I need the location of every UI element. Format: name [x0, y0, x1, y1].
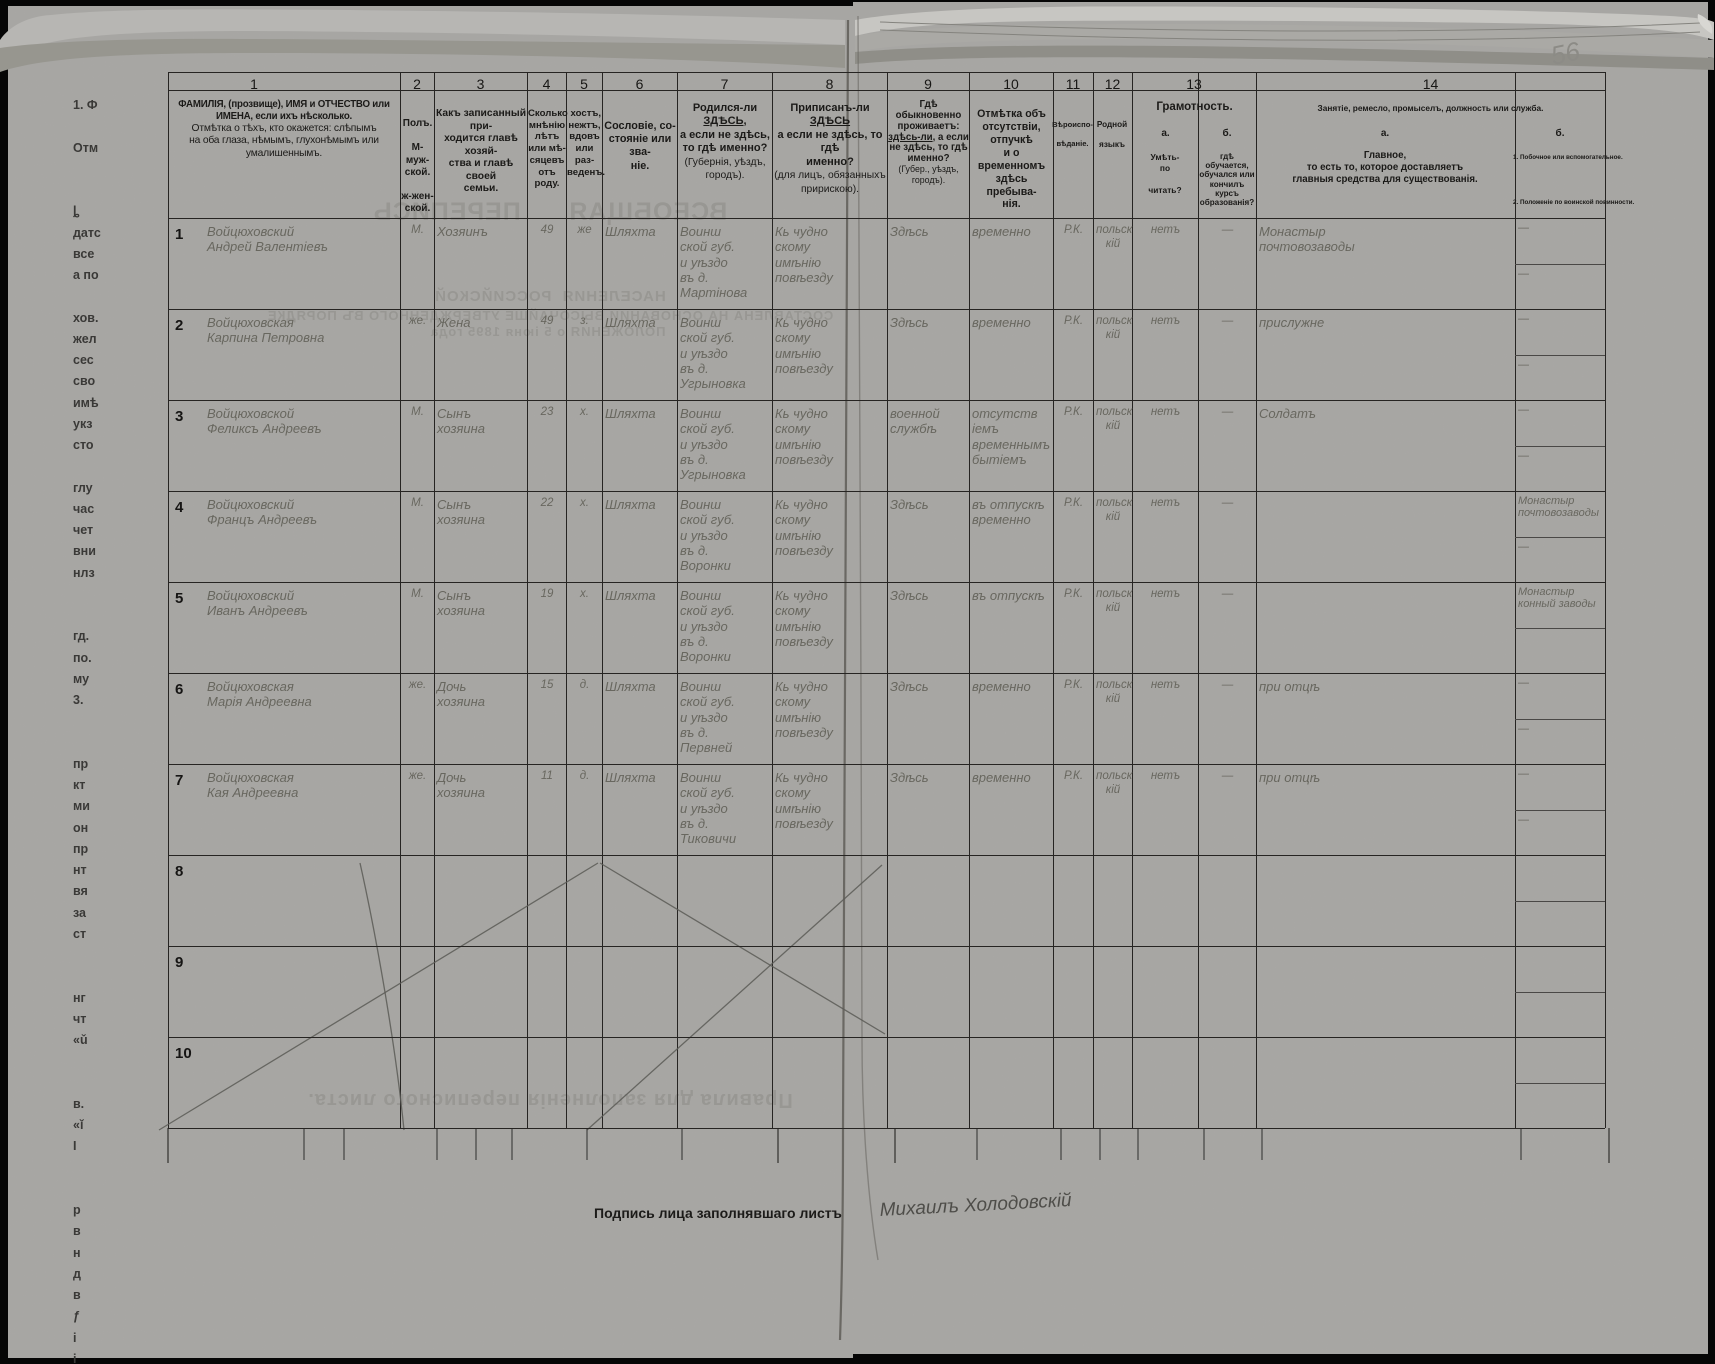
svg-text:Михаилъ Холодовскiй: Михаилъ Холодовскiй: [879, 1190, 1072, 1221]
svg-text:Подпись лица заполнявшаго лист: Подпись лица заполнявшаго листъ: [594, 1205, 842, 1221]
